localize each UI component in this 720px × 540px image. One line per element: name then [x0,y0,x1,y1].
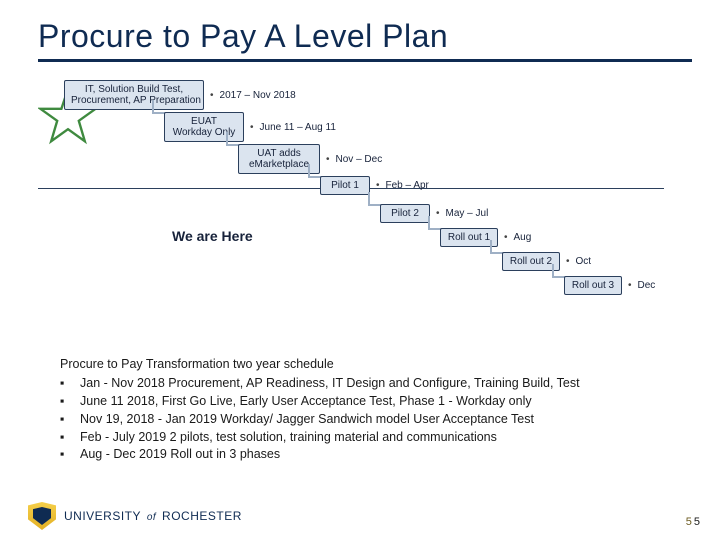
square-bullet-icon: ▪ [60,446,80,463]
body-item-text: June 11 2018, First Go Live, Early User … [80,393,532,410]
logo-of: of [147,512,156,523]
phase-date: Nov – Dec [336,154,383,165]
bullet-icon: • [504,232,508,243]
timeline-row: Roll out 1•Aug [440,228,531,247]
phase-box: Pilot 2 [380,204,430,223]
timeline-row: EUATWorkday Only•June 11 – Aug 11 [164,112,336,142]
phase-date: Oct [576,256,592,267]
body-item-text: Aug - Dec 2019 Roll out in 3 phases [80,446,280,463]
page-title: Procure to Pay A Level Plan [38,18,692,62]
square-bullet-icon: ▪ [60,375,80,392]
phase-date: Aug [514,232,532,243]
body-text-region: Procure to Pay Transformation two year s… [60,356,680,464]
bullet-icon: • [628,280,632,291]
page-number: 55 [686,516,700,528]
bullet-icon: • [210,90,214,101]
slide-container: Procure to Pay A Level Plan We are Here … [0,0,720,540]
footer-logo: UNIVERSITY of ROCHESTER [28,502,242,530]
page-number-2: 5 [694,516,700,528]
body-item-text: Jan - Nov 2018 Procurement, AP Readiness… [80,375,580,392]
logo-university: UNIVERSITY [64,509,141,523]
phase-date: May – Jul [446,208,489,219]
shield-icon [28,502,56,530]
body-item-text: Feb - July 2019 2 pilots, test solution,… [80,429,497,446]
bullet-icon: • [326,154,330,165]
body-list-item: ▪Jan - Nov 2018 Procurement, AP Readines… [60,375,680,392]
phase-date: June 11 – Aug 11 [260,122,336,133]
body-list-item: ▪Nov 19, 2018 - Jan 2019 Workday/ Jagger… [60,411,680,428]
bullet-icon: • [250,122,254,133]
page-number-1: 5 [686,516,692,528]
timeline-row: Roll out 2•Oct [502,252,591,271]
phase-date: Dec [638,280,656,291]
timeline-row: IT, Solution Build Test,Procurement, AP … [64,80,296,110]
logo-rochester: ROCHESTER [162,509,242,523]
logo-text: UNIVERSITY of ROCHESTER [64,509,242,523]
timeline-region: We are Here IT, Solution Build Test,Proc… [38,80,692,300]
bullet-icon: • [376,180,380,191]
we-are-here-label: We are Here [172,228,253,244]
body-item-text: Nov 19, 2018 - Jan 2019 Workday/ Jagger … [80,411,534,428]
body-header: Procure to Pay Transformation two year s… [60,356,680,373]
body-list-item: ▪Feb - July 2019 2 pilots, test solution… [60,429,680,446]
phase-box: IT, Solution Build Test,Procurement, AP … [64,80,204,110]
square-bullet-icon: ▪ [60,411,80,428]
body-list-item: ▪Aug - Dec 2019 Roll out in 3 phases [60,446,680,463]
bullet-icon: • [566,256,570,267]
timeline-row: Roll out 3 • Dec [564,276,655,295]
body-list-item: ▪June 11 2018, First Go Live, Early User… [60,393,680,410]
phase-box: Pilot 1 [320,176,370,195]
square-bullet-icon: ▪ [60,393,80,410]
phase-date: 2017 – Nov 2018 [220,90,296,101]
body-list: ▪Jan - Nov 2018 Procurement, AP Readines… [60,375,680,463]
phase-date: Feb – Apr [386,180,429,191]
phase-box: Roll out 3 [564,276,622,295]
square-bullet-icon: ▪ [60,429,80,446]
